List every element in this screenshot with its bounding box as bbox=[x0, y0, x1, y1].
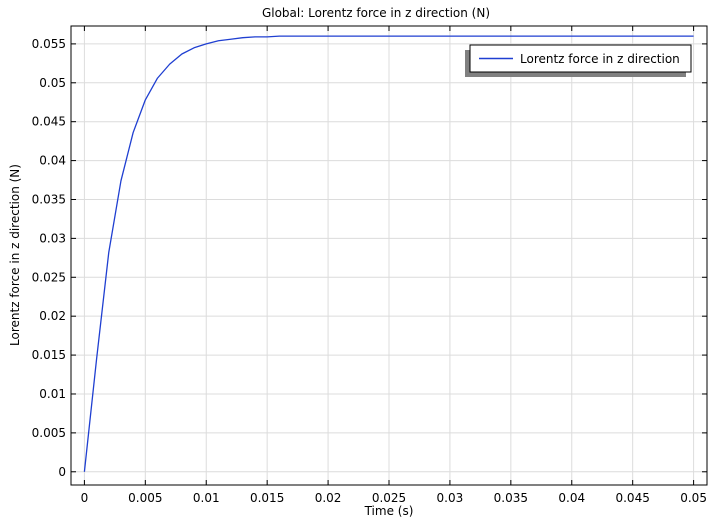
legend: Lorentz force in z direction bbox=[465, 44, 692, 77]
y-tick-label: 0.02 bbox=[39, 309, 66, 323]
y-tick-label: 0.03 bbox=[39, 231, 66, 245]
legend-entry-label: Lorentz force in z direction bbox=[520, 52, 680, 66]
x-tick-label: 0.035 bbox=[494, 491, 528, 505]
x-tick-label: 0.045 bbox=[615, 491, 649, 505]
chart-title: Global: Lorentz force in z direction (N) bbox=[262, 6, 490, 20]
y-tick-label: 0 bbox=[58, 465, 66, 479]
y-tick-label: 0.055 bbox=[32, 37, 66, 51]
x-tick-label: 0.005 bbox=[128, 491, 162, 505]
y-tick-label: 0.005 bbox=[32, 426, 66, 440]
x-tick-label: 0.05 bbox=[680, 491, 707, 505]
y-tick-label: 0.025 bbox=[32, 270, 66, 284]
y-axis-ticks: 0 0.005 0.01 0.015 0.02 0.025 0.03 0.035 0.04 0.0… bbox=[32, 37, 707, 479]
y-tick-label: 0.01 bbox=[39, 387, 66, 401]
y-axis-label: Lorentz force in z direction (N) bbox=[8, 164, 22, 346]
series-line bbox=[83, 35, 694, 472]
grid bbox=[71, 26, 707, 485]
series-layer bbox=[83, 35, 694, 472]
x-tick-label: 0.02 bbox=[315, 491, 342, 505]
y-tick-label: 0.035 bbox=[32, 192, 66, 206]
x-axis-label: Time (s) bbox=[364, 504, 414, 518]
x-tick-label: 0.015 bbox=[250, 491, 284, 505]
x-tick-label: 0.03 bbox=[437, 491, 464, 505]
x-tick-label: 0 bbox=[81, 491, 89, 505]
y-tick-label: 0.045 bbox=[32, 115, 66, 129]
x-tick-label: 0.04 bbox=[558, 491, 585, 505]
y-tick-label: 0.05 bbox=[39, 76, 66, 90]
x-tick-label: 0.025 bbox=[372, 491, 406, 505]
y-tick-label: 0.04 bbox=[39, 154, 66, 168]
x-tick-label: 0.01 bbox=[193, 491, 220, 505]
y-tick-label: 0.015 bbox=[32, 348, 66, 362]
x-axis-ticks: 0 0.005 0.01 0.015 0.02 0.025 0.03 0.035 0.04 0.0… bbox=[81, 26, 707, 505]
